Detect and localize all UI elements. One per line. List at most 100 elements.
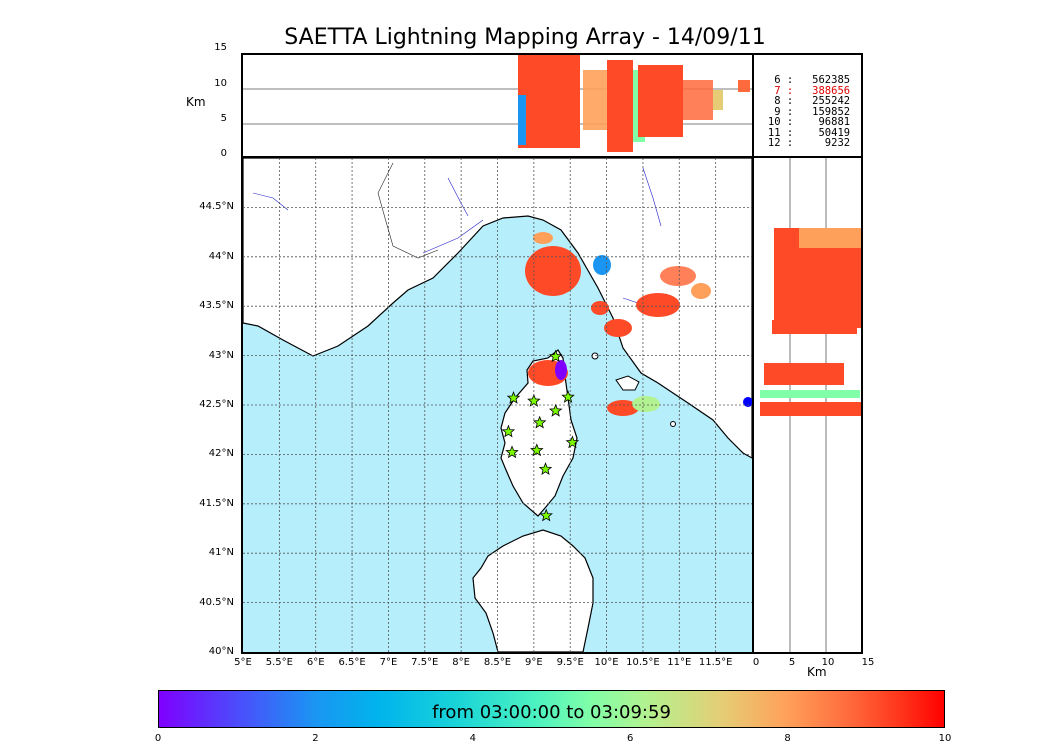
- station-star-icon: [506, 390, 521, 404]
- river: [642, 167, 662, 227]
- colorbar-tick-label: 10: [938, 733, 952, 744]
- lightning-altitude-cluster-far-east: [683, 80, 713, 120]
- latitude-tick-label: 41.5°N: [199, 497, 234, 509]
- lightning-map-cluster-south-green: [632, 396, 660, 412]
- altitude-tick-15: 15: [214, 42, 227, 53]
- longitude-tick-label: 10.5°E: [626, 657, 660, 668]
- colorbar-label: from 03:00:00 to 03:09:59: [432, 702, 671, 723]
- latitude-tick-label: 41°N: [208, 547, 234, 559]
- longitude-tick-label: 5.5°E: [265, 657, 293, 668]
- source-count-row: 6 : 562385: [767, 74, 851, 86]
- lightning-latitude-cluster-green: [760, 390, 860, 398]
- longitude-tick-label: 6.5°E: [338, 657, 366, 668]
- colorbar-tick-label: 0: [154, 733, 162, 744]
- time-colorbar: [158, 690, 945, 728]
- lightning-altitude-cluster-edge: [713, 90, 723, 110]
- sardinia-island: [472, 529, 594, 652]
- longitude-tick-label: 9.5°E: [556, 657, 584, 668]
- latitude-tick-label: 43°N: [208, 349, 234, 361]
- station-star-icon: [501, 424, 516, 438]
- latitude-tick-label: 44.5°N: [199, 201, 234, 213]
- station-star-icon: [565, 435, 580, 449]
- station-markers: [501, 349, 580, 522]
- source-count-row: 9 : 159852: [767, 105, 851, 118]
- longitude-tick-label: 10°E: [594, 657, 619, 668]
- lightning-map-panel: [241, 156, 754, 654]
- national-border: [377, 162, 439, 259]
- source-count-list: 6 : 562385 7 : 388656 8 : 255242 9 : 159…: [754, 74, 861, 149]
- lightning-map: [243, 158, 752, 652]
- giglio-island: [670, 421, 676, 427]
- longitude-tick-label: 6°E: [306, 657, 325, 668]
- station-star-icon: [539, 508, 553, 522]
- station-star-icon: [538, 462, 553, 475]
- latitude-tick-label: 42°N: [208, 448, 234, 460]
- corsica-island: [500, 349, 578, 517]
- lightning-altitude-cluster-east: [638, 65, 683, 137]
- longitude-tick-label: 9°E: [525, 657, 543, 668]
- altitude-longitude-plot: [243, 55, 752, 152]
- altitude-tick-0: 0: [220, 148, 227, 159]
- latitude-tick-label: 43.5°N: [199, 300, 234, 312]
- source-count-panel: 6 : 562385 7 : 388656 8 : 255242 9 : 159…: [752, 53, 863, 158]
- station-star-icon: [527, 393, 541, 407]
- latitude-tick-label: 40°N: [208, 646, 234, 657]
- lightning-map-cluster-earliest: [555, 360, 567, 380]
- station-star-icon: [561, 390, 575, 403]
- lightning-map-cluster-south: [607, 400, 639, 416]
- station-star-icon: [505, 445, 519, 459]
- altitude-axis-label: Km: [186, 95, 206, 109]
- lightning-map-cluster-ligurian: [525, 246, 581, 296]
- river: [422, 219, 484, 254]
- station-star-icon: [548, 403, 563, 417]
- lightning-latitude-cluster-north-top: [799, 228, 861, 248]
- station-star-icon: [548, 349, 563, 363]
- river: [252, 192, 289, 211]
- altitude-latitude-plot: [760, 158, 861, 652]
- right-axis-tick-0: 0: [752, 657, 760, 668]
- latitude-tick-label: 42.5°N: [199, 399, 234, 410]
- latitude-tick-label: 44°N: [208, 250, 234, 262]
- source-count-row: 12 : 9232: [767, 137, 851, 149]
- lightning-map-cluster-inland: [660, 266, 696, 286]
- right-axis-label: Km: [807, 665, 827, 679]
- station-star-icon: [530, 443, 544, 457]
- station-star-icon: [532, 415, 547, 429]
- elba-island: [615, 375, 640, 391]
- lightning-altitude-cluster-central: [607, 60, 633, 152]
- lightning-altitude-cluster-north: [518, 55, 580, 148]
- right-axis-tick-5: 5: [788, 657, 796, 668]
- longitude-tick-label: 5°E: [234, 657, 252, 668]
- altitude-tick-10: 10: [214, 78, 227, 89]
- longitude-tick-label: 8°E: [452, 657, 470, 668]
- lightning-latitude-cluster-corsica: [764, 363, 844, 385]
- source-count-row: 11 : 50419: [767, 126, 851, 139]
- lightning-altitude-cluster-early: [518, 95, 526, 145]
- longitude-tick-label: 11°E: [667, 657, 692, 668]
- longitude-tick-label: 7°E: [379, 657, 398, 668]
- longitude-tick-label: 8.5°E: [483, 657, 512, 668]
- lightning-latitude-cluster-south: [760, 402, 861, 416]
- lightning-map-cluster-inland-east: [691, 283, 711, 299]
- lightning-latitude-cluster-mid: [772, 320, 857, 334]
- chart-title: SAETTA Lightning Mapping Array - 14/09/1…: [284, 25, 766, 50]
- colorbar-tick-label: 8: [784, 733, 791, 744]
- lightning-map-cluster-coast: [591, 301, 609, 315]
- longitude-tick-label: 7.5°E: [411, 657, 439, 668]
- lightning-map-cluster-elba: [604, 319, 632, 337]
- colorbar-tick-label: 6: [627, 733, 634, 744]
- lightning-map-cluster-east-dot: [743, 397, 752, 407]
- right-axis-tick-15: 15: [861, 657, 875, 668]
- source-count-row: 7 : 388656: [767, 84, 851, 97]
- longitude-tick-label: 11.5°E: [698, 657, 733, 668]
- altitude-latitude-panel: [752, 156, 863, 654]
- source-count-row: 8 : 255242: [767, 95, 851, 107]
- latitude-tick-label: 40.5°N: [199, 596, 234, 608]
- altitude-tick-5: 5: [220, 113, 227, 124]
- source-count-row: 10 : 96881: [767, 116, 851, 128]
- colorbar-tick-label: 2: [312, 733, 319, 744]
- lightning-map-cluster-tuscany: [636, 293, 680, 317]
- lightning-map-cluster-ligurian-edge: [533, 232, 553, 244]
- lightning-altitude-cluster-tail: [738, 80, 750, 92]
- colorbar-tick-label: 4: [469, 733, 476, 744]
